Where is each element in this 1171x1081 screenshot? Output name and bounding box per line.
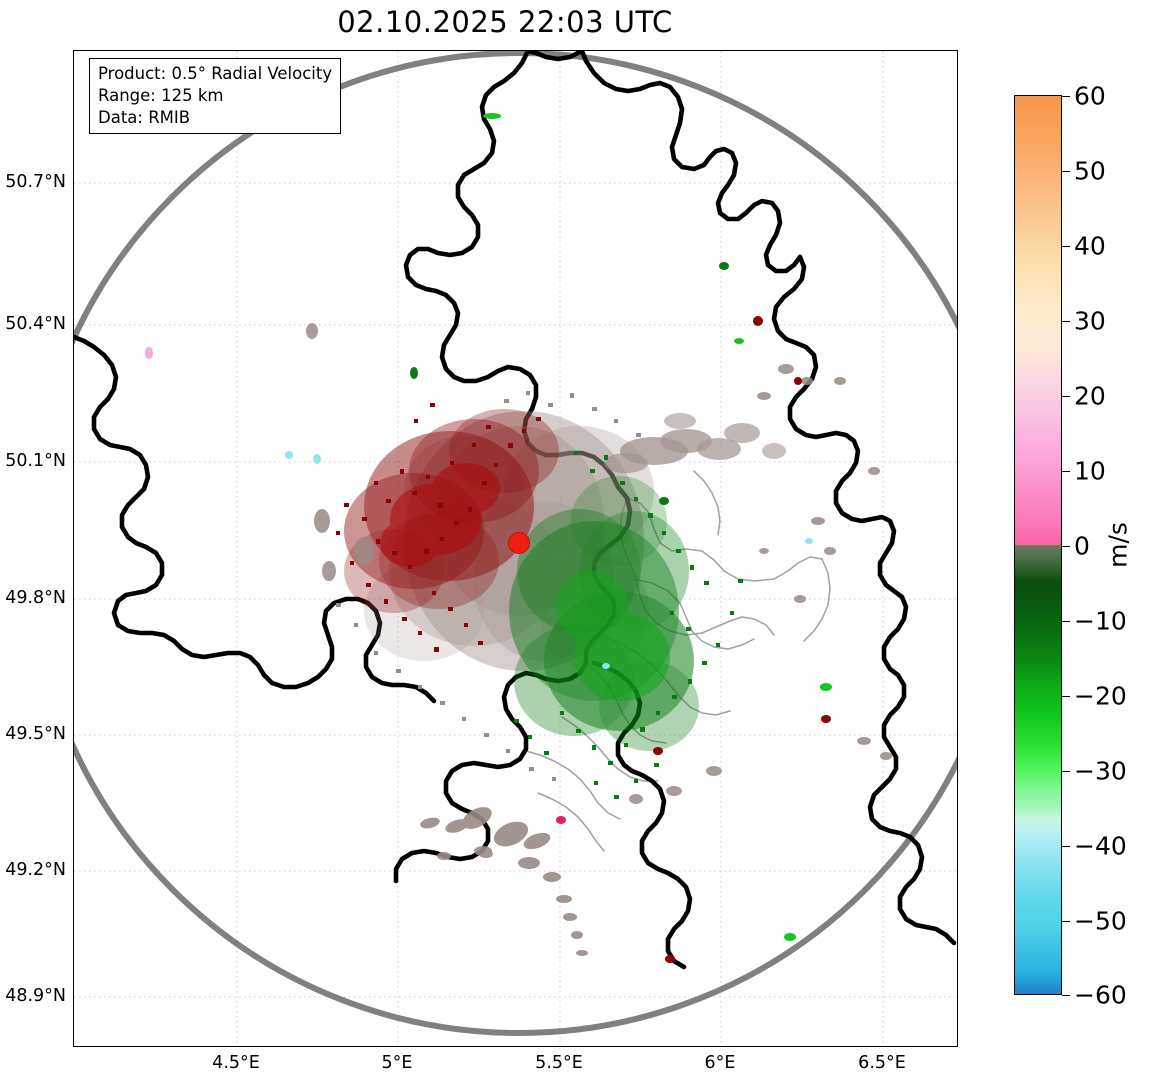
radar-echo-field [145,113,892,963]
map-canvas [74,51,957,1046]
range-ring-125km [74,51,957,1036]
colorbar-tick-label: −10 [1074,606,1127,636]
colorbar-tick-label: 50 [1074,156,1106,186]
x-tick-label: 5°E [381,1053,413,1073]
colorbar-lower-gradient [1015,545,1061,994]
radar-site-marker [508,532,530,554]
colorbar-tick-label: 10 [1074,456,1106,486]
map-plot-area[interactable]: Product: 0.5° Radial Velocity Range: 125… [73,50,958,1047]
y-tick-label: 49.5°N [5,724,66,744]
echo-speckle-neutral [336,391,641,781]
colorbar-tick-label: 0 [1074,531,1090,561]
info-data-line: Data: RMIB [98,107,191,127]
echo-speckle-inbound [514,451,743,799]
echo-isolated-pink [145,347,153,359]
colorbar-tick-label: 30 [1074,306,1106,336]
colorbar-unit-label: m/s [1103,522,1133,568]
y-tick-label: 50.4°N [5,314,66,334]
y-tick-label: 49.2°N [5,860,66,880]
echo-isolated-cyan [285,451,813,669]
echo-isolated-red [556,316,831,963]
colorbar-tick-label: 60 [1074,81,1106,111]
x-tick-label: 6°E [704,1053,736,1073]
echo-isolated-green [410,113,832,941]
x-tick-label: 6.5°E [858,1053,906,1073]
colorbar-tick-label: −40 [1074,831,1127,861]
echo-clutter-east [306,323,892,804]
page-title: 02.10.2025 22:03 UTC [337,5,673,39]
colorbar-tick-label: 40 [1074,231,1106,261]
y-tick-label: 48.9°N [5,986,66,1006]
info-range-line: Range: 125 km [98,85,224,105]
colorbar-tick-label: −50 [1074,906,1127,936]
colorbar-tick-label: −60 [1074,980,1127,1010]
x-tick-label: 5.5°E [535,1053,583,1073]
y-tick-label: 49.8°N [5,588,66,608]
colorbar-tick-label: 20 [1074,381,1106,411]
y-tick-label: 50.1°N [5,451,66,471]
x-tick-label: 4.5°E [212,1053,260,1073]
colorbar-tick-label: −20 [1074,681,1127,711]
info-box: Product: 0.5° Radial Velocity Range: 125… [89,58,342,135]
y-tick-label: 50.7°N [5,172,66,192]
info-product-line: Product: 0.5° Radial Velocity [98,64,333,83]
echo-clutter-southwest [420,807,588,956]
echo-speckle-outbound [336,403,541,652]
echo-clutter-northeast [604,413,786,473]
echo-inbound-bright [556,571,670,701]
colorbar-tick-label: −30 [1074,756,1127,786]
